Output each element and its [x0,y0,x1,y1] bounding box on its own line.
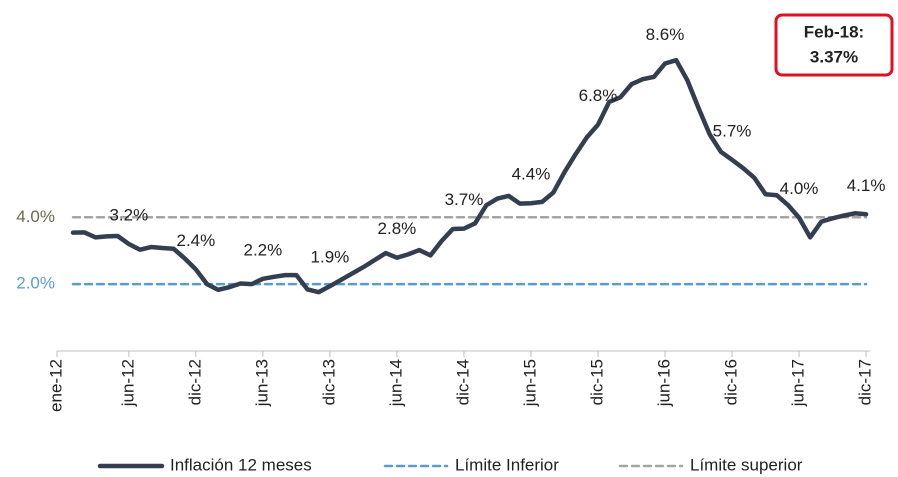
callout-text: Feb-18: [804,22,864,41]
x-tick-label: dic-14 [453,359,472,405]
data-label: 3.2% [109,206,148,225]
legend-label: Límite superior [690,455,803,474]
callout-text: 3.37% [810,47,858,66]
x-tick-label: dic-16 [722,359,741,405]
x-tick-label: jun-15 [520,359,539,407]
data-label: 2.2% [244,240,283,259]
x-tick-label: dic-12 [185,359,204,405]
data-label: 5.7% [713,121,752,140]
legend-label: Inflación 12 meses [170,455,312,474]
data-label: 8.6% [646,25,685,44]
data-label: 2.8% [378,219,417,238]
data-label: 4.1% [847,176,886,195]
data-label: 6.8% [579,86,618,105]
y-tick-label: 2.0% [16,274,55,293]
data-label: 3.7% [445,190,484,209]
x-tick-label: dic-15 [587,359,606,405]
x-tick-label: jun-14 [386,359,405,407]
legend-label: Límite Inferior [455,455,559,474]
data-label: 2.4% [176,231,215,250]
data-line [70,57,869,295]
data-label: 4.4% [512,165,551,184]
x-tick-label: jun-12 [118,359,137,407]
x-tick-label: jun-13 [252,359,271,407]
y-tick-label: 4.0% [16,207,55,226]
data-label: 4.0% [780,179,819,198]
x-tick-label: ene-12 [46,359,65,412]
x-tick-label: dic-17 [856,359,875,405]
x-tick-label: dic-13 [319,359,338,405]
callout-box [774,13,894,77]
data-label: 1.9% [311,248,350,267]
x-tick-label: jun-17 [789,359,808,407]
x-tick-label: jun-16 [654,359,673,407]
